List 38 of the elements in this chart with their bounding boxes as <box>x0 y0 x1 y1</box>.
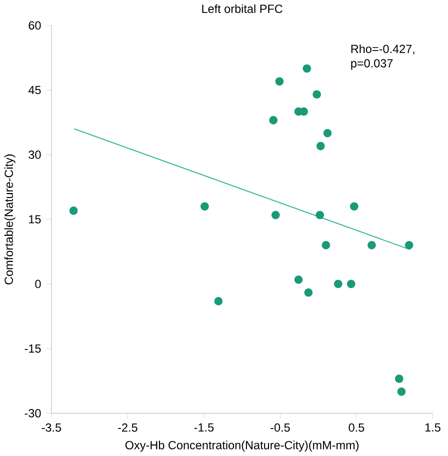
point <box>269 116 278 124</box>
annotation: Rho=-0.427, p=0.037 <box>351 44 414 70</box>
x-axis-title: Oxy-Hb Concentration(Nature-City)(mM-mm) <box>125 440 358 452</box>
point <box>322 241 330 250</box>
point <box>200 202 209 211</box>
point <box>214 297 222 306</box>
y-tick-label: 60 <box>28 21 41 30</box>
point <box>316 210 324 220</box>
point <box>334 280 342 288</box>
y-tick-label: 30 <box>28 150 41 159</box>
x-tick-label: -2.5 <box>118 423 138 432</box>
point <box>294 275 303 284</box>
point <box>69 206 78 215</box>
x-tick-label: -0.5 <box>270 423 290 432</box>
x-tick-label: -3.5 <box>42 423 61 432</box>
point <box>316 142 325 150</box>
point <box>350 202 358 211</box>
point <box>275 77 284 86</box>
chart-title: Left orbital PFC <box>202 4 282 13</box>
point <box>346 280 356 288</box>
y-tick-label: 0 <box>35 280 41 288</box>
y-axis-title: Comfortable(Nature-City) <box>4 154 16 284</box>
point <box>302 64 311 73</box>
point <box>304 288 312 297</box>
point <box>394 374 404 383</box>
point <box>367 241 376 250</box>
x-tick-label: 0.5 <box>348 423 364 432</box>
point <box>323 128 332 138</box>
point <box>271 210 280 220</box>
y-tick-label: -15 <box>24 344 41 353</box>
y-tick-label: 45 <box>28 86 41 94</box>
x-tick-label: 1.5 <box>425 423 440 432</box>
y-tick-label: 15 <box>28 215 41 224</box>
x-tick-label: -1.5 <box>194 423 214 432</box>
point <box>312 90 321 99</box>
y-tick-label: -30 <box>24 409 41 418</box>
point <box>397 388 406 396</box>
point <box>404 241 414 250</box>
